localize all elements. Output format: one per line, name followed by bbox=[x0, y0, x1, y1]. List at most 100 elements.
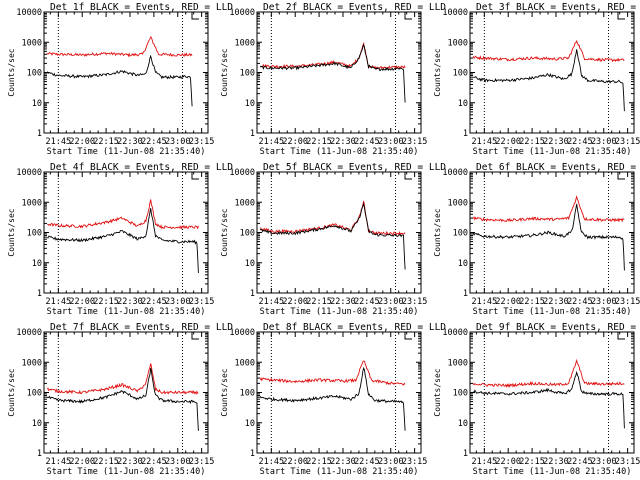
y-tick-label: 1 bbox=[463, 129, 468, 139]
y-tick-label: 1 bbox=[250, 289, 255, 299]
x-axis-label: Start Time (11-Jun-08 21:35:40) bbox=[260, 307, 419, 317]
events-series-line bbox=[46, 54, 193, 107]
plot-frame bbox=[256, 331, 422, 454]
y-axis-label: Counts/sec bbox=[220, 208, 229, 256]
x-tick-label: 22:45 bbox=[141, 137, 167, 147]
y-tick-label: 10000 bbox=[229, 168, 255, 178]
x-tick-label: 21:45 bbox=[259, 297, 285, 307]
corner-flag bbox=[191, 12, 199, 20]
x-tick-label: 22:00 bbox=[282, 457, 308, 467]
x-tick-label: 23:00 bbox=[591, 457, 617, 467]
detector-plot-5: Det 5f BLACK = Events, RED = LLD 1 10 100 10… bbox=[220, 162, 446, 317]
x-tick-label: 22:15 bbox=[306, 137, 332, 147]
lld-series-line bbox=[472, 39, 625, 63]
y-tick-label: 10 bbox=[245, 259, 255, 269]
x-tick-label: 23:15 bbox=[615, 297, 640, 307]
lld-series-line bbox=[259, 360, 406, 386]
y-tick-label: 1 bbox=[250, 449, 255, 459]
y-tick-label: 100 bbox=[240, 69, 255, 79]
x-tick-label: 21:45 bbox=[472, 457, 498, 467]
plot-title: Det 3f BLACK = Events, RED = LLD bbox=[476, 2, 640, 13]
x-tick-label: 22:30 bbox=[543, 297, 569, 307]
y-tick-label: 1000 bbox=[448, 358, 468, 368]
y-tick-label: 1000 bbox=[448, 38, 468, 48]
x-tick-label: 23:15 bbox=[189, 297, 215, 307]
x-tick-label: 23:15 bbox=[615, 137, 640, 147]
x-tick-label: 23:00 bbox=[591, 297, 617, 307]
y-tick-label: 10 bbox=[32, 419, 42, 429]
plot-title: Det 9f BLACK = Events, RED = LLD bbox=[476, 322, 640, 333]
y-tick-label: 1000 bbox=[448, 198, 468, 208]
x-tick-label: 23:00 bbox=[591, 137, 617, 147]
x-tick-label: 22:15 bbox=[93, 297, 119, 307]
y-tick-label: 10 bbox=[245, 419, 255, 429]
y-tick-label: 1000 bbox=[235, 198, 255, 208]
x-tick-label: 21:45 bbox=[259, 457, 285, 467]
x-tick-label: 22:00 bbox=[282, 137, 308, 147]
lld-series-line bbox=[46, 35, 193, 58]
y-tick-label: 1000 bbox=[235, 358, 255, 368]
x-tick-label: 23:15 bbox=[189, 137, 215, 147]
y-tick-label: 100 bbox=[453, 229, 468, 239]
x-tick-label: 23:15 bbox=[402, 457, 428, 467]
lld-series-line bbox=[472, 358, 625, 388]
x-tick-label: 23:00 bbox=[165, 457, 191, 467]
plot-frame bbox=[43, 11, 209, 134]
x-tick-label: 22:45 bbox=[354, 297, 380, 307]
y-tick-label: 1000 bbox=[22, 358, 42, 368]
plot-frame bbox=[256, 11, 422, 134]
y-tick-label: 10 bbox=[458, 259, 468, 269]
y-tick-label: 1 bbox=[37, 289, 42, 299]
x-tick-label: 23:00 bbox=[378, 297, 404, 307]
events-series-line bbox=[472, 370, 625, 429]
x-tick-label: 22:45 bbox=[354, 457, 380, 467]
y-tick-label: 10000 bbox=[442, 328, 468, 338]
y-tick-label: 100 bbox=[453, 389, 468, 399]
y-tick-label: 100 bbox=[240, 389, 255, 399]
events-series-line bbox=[259, 202, 406, 270]
x-tick-label: 23:15 bbox=[402, 137, 428, 147]
y-tick-label: 10 bbox=[32, 259, 42, 269]
y-tick-label: 10000 bbox=[442, 168, 468, 178]
x-tick-label: 21:45 bbox=[46, 297, 72, 307]
lld-series-line bbox=[472, 194, 625, 223]
x-axis-label: Start Time (11-Jun-08 21:35:40) bbox=[47, 467, 206, 477]
x-tick-label: 22:30 bbox=[330, 297, 356, 307]
x-tick-label: 22:30 bbox=[117, 457, 143, 467]
y-axis-label: Counts/sec bbox=[220, 368, 229, 416]
y-tick-label: 1 bbox=[37, 449, 42, 459]
events-series-line bbox=[472, 203, 625, 271]
detector-plot-6: Det 6f BLACK = Events, RED = LLD 1 10 100 10… bbox=[433, 162, 640, 317]
corner-flag bbox=[404, 172, 412, 180]
x-tick-label: 22:00 bbox=[69, 297, 95, 307]
x-tick-label: 21:45 bbox=[46, 457, 72, 467]
x-axis-label: Start Time (11-Jun-08 21:35:40) bbox=[47, 307, 206, 317]
events-series-line bbox=[259, 366, 406, 431]
corner-flag bbox=[404, 12, 412, 20]
y-axis-label: Counts/sec bbox=[433, 48, 442, 96]
x-tick-label: 21:45 bbox=[259, 137, 285, 147]
y-tick-label: 10 bbox=[458, 419, 468, 429]
detector-plot-7: Det 7f BLACK = Events, RED = LLD 1 10 100 10… bbox=[7, 322, 233, 477]
y-tick-label: 1000 bbox=[235, 38, 255, 48]
y-tick-label: 10 bbox=[458, 99, 468, 109]
x-axis-label: Start Time (11-Jun-08 21:35:40) bbox=[260, 147, 419, 157]
x-tick-label: 22:30 bbox=[117, 137, 143, 147]
x-tick-label: 23:00 bbox=[165, 137, 191, 147]
x-tick-label: 21:45 bbox=[472, 297, 498, 307]
x-axis-label: Start Time (11-Jun-08 21:35:40) bbox=[47, 147, 206, 157]
x-tick-label: 22:00 bbox=[69, 137, 95, 147]
y-axis-label: Counts/sec bbox=[220, 48, 229, 96]
x-tick-label: 22:30 bbox=[330, 457, 356, 467]
x-tick-label: 22:00 bbox=[282, 297, 308, 307]
y-tick-label: 10000 bbox=[229, 328, 255, 338]
y-axis-label: Counts/sec bbox=[7, 208, 16, 256]
corner-flag bbox=[617, 172, 625, 180]
y-tick-label: 10000 bbox=[16, 8, 42, 18]
events-series-line bbox=[46, 208, 199, 274]
y-tick-label: 1000 bbox=[22, 38, 42, 48]
x-tick-label: 22:15 bbox=[519, 297, 545, 307]
detector-plot-4: Det 4f BLACK = Events, RED = LLD 1 10 100 10… bbox=[7, 162, 233, 317]
plot-frame bbox=[469, 331, 635, 454]
x-tick-label: 23:00 bbox=[378, 137, 404, 147]
